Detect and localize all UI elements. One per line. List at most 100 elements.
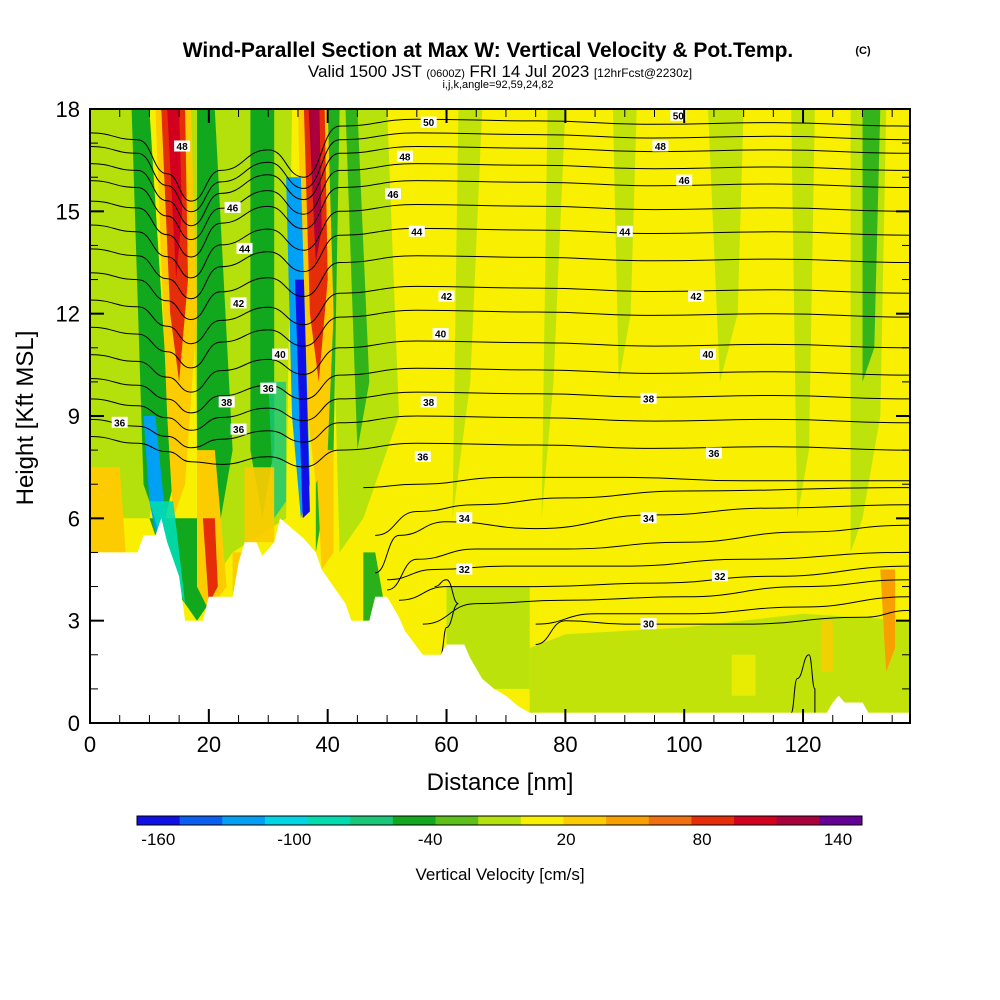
contour-label-box xyxy=(230,297,247,309)
theta-contour-labels: 36 36 36 36 36 38 38 38 40 40 40 42 42 42 44 44 44 46 46 46… xyxy=(111,109,728,631)
theta-contour-th-32b xyxy=(387,551,910,581)
contour-label: 50 xyxy=(423,118,435,129)
y-tick-label: 3 xyxy=(68,609,80,634)
colorbar-tick-label: 20 xyxy=(557,830,576,849)
shade-crimson-1 xyxy=(167,109,183,280)
contour-label: 38 xyxy=(423,398,435,409)
contour-label: 42 xyxy=(441,292,453,303)
colorbar-swatch xyxy=(222,816,266,825)
colorbar-swatch xyxy=(179,816,223,825)
contour-label-box xyxy=(616,225,633,237)
index-line: i,j,k,angle=92,59,24,82 xyxy=(442,79,553,91)
contour-label: 48 xyxy=(399,152,411,163)
contour-label-box xyxy=(438,290,455,302)
y-tick-label: 15 xyxy=(56,199,80,224)
theta-contour-th-36 xyxy=(90,436,910,468)
contour-label: 46 xyxy=(227,203,239,214)
y-tick-label: 6 xyxy=(68,506,80,531)
shade-green-east3 xyxy=(541,109,566,519)
y-tick-label: 0 xyxy=(68,711,80,736)
colorbar-label: Vertical Velocity [cm/s] xyxy=(415,865,584,884)
theta-contour-th-43 xyxy=(90,255,910,321)
shade-purple-2 xyxy=(308,109,322,263)
theta-contour-th-45 xyxy=(90,203,910,279)
contour-label: 46 xyxy=(387,190,399,201)
theta-contour-pocket xyxy=(790,654,816,714)
colorbar-tick-label: -100 xyxy=(277,830,311,849)
contour-label: 44 xyxy=(619,227,631,238)
x-tick-label: 60 xyxy=(434,732,458,757)
colorbar: -160 -100 -40 20 80 140 xyxy=(136,815,863,849)
shade-green-low xyxy=(529,613,910,713)
subtitle-date: FRI 14 Jul 2023 xyxy=(469,62,589,81)
contour-label-box xyxy=(640,618,657,630)
subtitle-forecast: [12hrFcst@2230z] xyxy=(594,66,692,80)
subtitle-valid: Valid 1500 JST xyxy=(308,62,422,81)
contour-label-box xyxy=(700,348,716,360)
y-axis-label: Height [Kft MSL] xyxy=(12,331,39,506)
contour-label-box xyxy=(408,225,425,237)
contour-label: 36 xyxy=(708,449,720,460)
contour-label: 30 xyxy=(643,620,655,631)
colorbar-swatch xyxy=(648,816,692,825)
contour-label-box xyxy=(640,512,657,524)
contour-label: 32 xyxy=(714,572,726,583)
colorbar-tick-label: 80 xyxy=(693,830,712,849)
contour-label-box xyxy=(396,150,413,162)
contour-label-box xyxy=(230,423,247,435)
chart-title: Wind-Parallel Section at Max W: Vertical… xyxy=(183,39,794,62)
contour-label-box xyxy=(432,328,449,340)
contour-label-box xyxy=(640,392,657,404)
contour-label-box xyxy=(420,396,437,408)
colorbar-tick-label: -160 xyxy=(141,830,175,849)
theta-contour-th-50 xyxy=(90,118,910,202)
subtitle-utc: (0600Z) xyxy=(426,68,465,80)
contour-label: 48 xyxy=(655,142,667,153)
colorbar-swatch xyxy=(478,816,522,825)
theta-contour-th-49 xyxy=(90,132,910,213)
contour-label: 44 xyxy=(411,227,423,238)
shade-green-east4 xyxy=(612,109,637,382)
colorbar-swatch xyxy=(350,816,394,825)
shade-orange-e xyxy=(880,569,896,672)
contour-label: 34 xyxy=(459,514,471,525)
theta-contour-th-31 xyxy=(422,579,910,625)
theta-contour-th-40 xyxy=(90,340,910,393)
theta-contour-lowloop xyxy=(434,579,459,656)
x-tick-label: 0 xyxy=(84,732,96,757)
colorbar-frame xyxy=(136,815,863,826)
colorbar-tick-label: 140 xyxy=(824,830,852,849)
contour-label-box xyxy=(224,201,241,213)
shade-red-1b xyxy=(202,518,218,604)
colorbar-tick-label: -40 xyxy=(418,830,443,849)
contour-label: 40 xyxy=(275,350,287,361)
contour-label-box xyxy=(174,140,191,152)
theta-contour-th-47 xyxy=(90,163,910,241)
contour-label: 38 xyxy=(221,398,233,409)
shade-dg-5 xyxy=(345,109,370,451)
contour-label-box xyxy=(385,188,401,200)
shade-dg-2 xyxy=(197,109,233,553)
contour-label: 36 xyxy=(263,384,275,395)
contour-label-box xyxy=(456,512,473,524)
x-tick-label: 80 xyxy=(553,732,577,757)
x-tick-label: 20 xyxy=(197,732,221,757)
terrain-mask xyxy=(90,518,910,723)
contour-label: 36 xyxy=(417,452,429,463)
y-tick-label: 12 xyxy=(56,302,80,327)
contour-label: 48 xyxy=(177,142,189,153)
theta-contour-th-30 xyxy=(535,596,910,625)
colorbar-swatch xyxy=(392,816,436,825)
contour-label-box xyxy=(711,570,728,582)
contour-label-box xyxy=(111,416,128,428)
theta-contours xyxy=(90,118,910,714)
colorbar-swatch xyxy=(307,816,351,825)
contour-label: 40 xyxy=(702,350,714,361)
contour-label-box xyxy=(414,450,431,462)
colorbar-swatch xyxy=(520,816,564,825)
theta-contour-th-29 xyxy=(535,609,910,645)
x-tick-label: 120 xyxy=(785,732,822,757)
contour-label-box xyxy=(420,116,437,128)
